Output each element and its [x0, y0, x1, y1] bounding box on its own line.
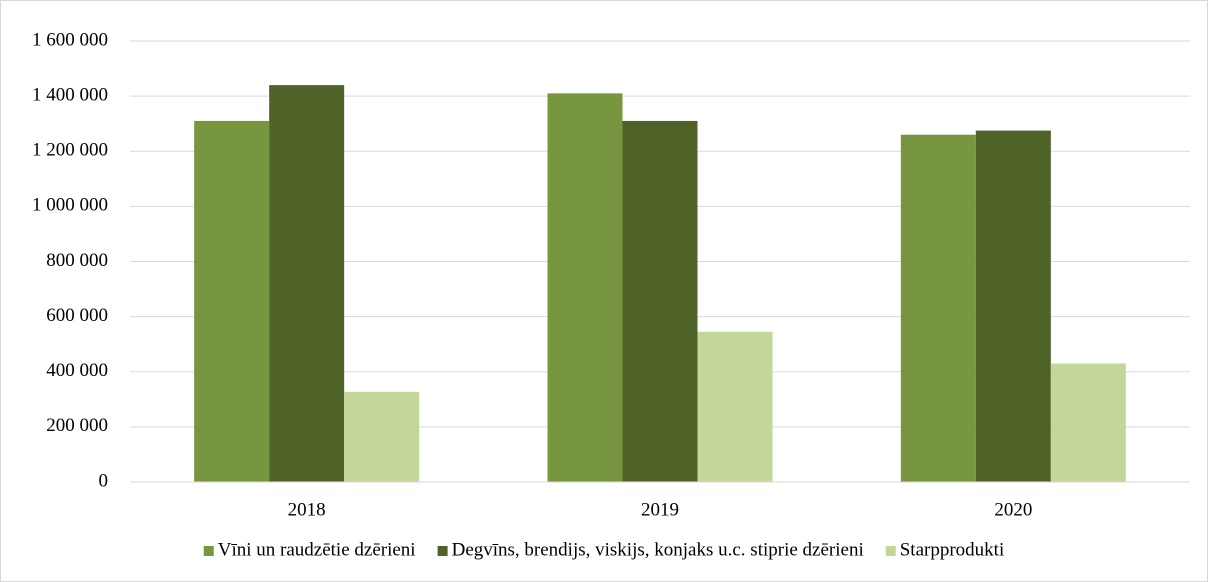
y-tick-label: 400 000 [46, 360, 108, 381]
y-tick-label: 200 000 [46, 415, 108, 436]
y-tick-label: 1 400 000 [32, 84, 108, 105]
bar [975, 130, 1051, 482]
legend-label: Degvīns, brendijs, viskijs, konjaks u.c.… [452, 539, 864, 560]
legend-swatch [437, 546, 448, 556]
x-tick-label: 2020 [994, 499, 1032, 520]
bar [697, 331, 773, 482]
y-tick-label: 800 000 [46, 250, 108, 271]
legend-label: Starpprodukti [900, 539, 1005, 560]
x-tick-label: 2018 [288, 499, 326, 520]
legend-swatch [203, 546, 214, 556]
y-tick-label: 600 000 [46, 305, 108, 326]
bar [622, 120, 698, 483]
bar [344, 391, 420, 482]
bar [194, 120, 270, 483]
y-tick-label: 1 200 000 [32, 140, 108, 161]
bar [900, 134, 976, 482]
bar [547, 93, 623, 483]
x-tick-label: 2019 [641, 499, 679, 520]
legend-label: Vīni un raudzētie dzērieni [218, 539, 416, 560]
y-tick-label: 1 600 000 [32, 29, 108, 50]
legend-swatch [885, 546, 896, 556]
y-tick-label: 0 [99, 470, 109, 491]
bar [269, 85, 345, 482]
y-tick-label: 1 000 000 [32, 195, 108, 216]
bar [1050, 363, 1126, 482]
